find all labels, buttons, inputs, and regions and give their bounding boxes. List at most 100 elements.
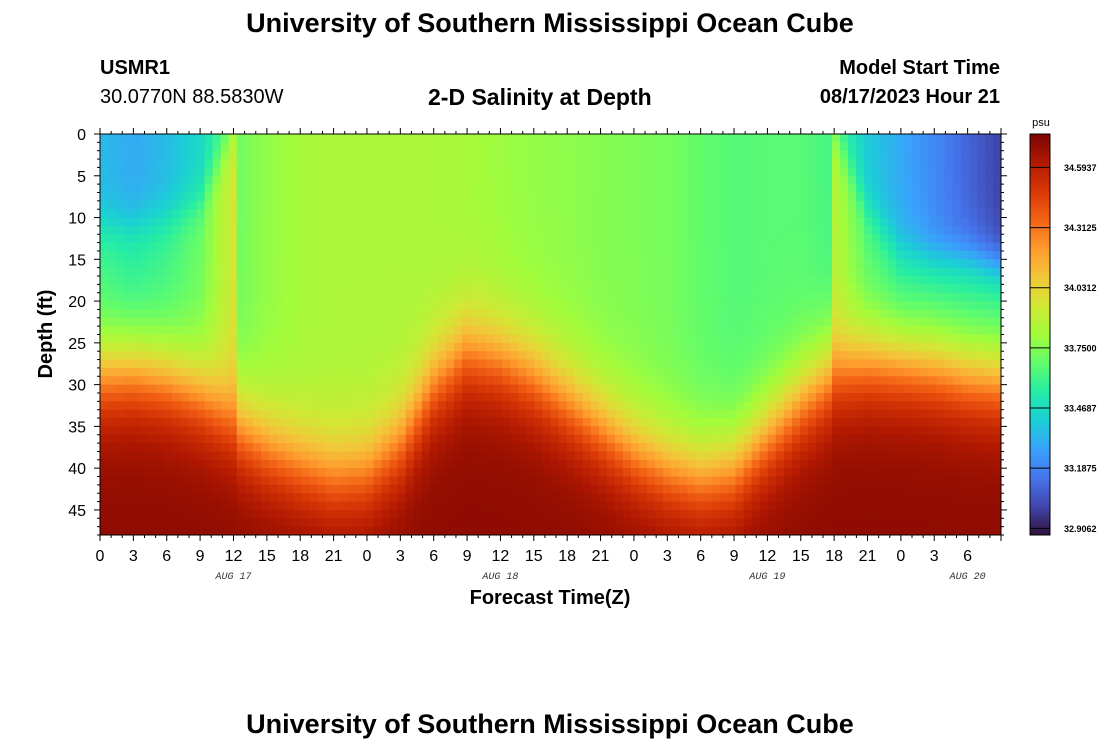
heatmap-cell (928, 284, 938, 294)
heatmap-cell (140, 200, 149, 210)
heatmap-cell (285, 225, 294, 235)
heatmap-cell (679, 426, 688, 436)
heatmap-cell (679, 392, 688, 402)
heatmap-cell (333, 217, 342, 227)
heatmap-cell (462, 401, 471, 411)
heatmap-cell (365, 351, 375, 361)
heatmap-cell (719, 250, 729, 260)
heatmap-cell (301, 367, 310, 377)
heatmap-cell (976, 134, 986, 143)
heatmap-cell (252, 459, 262, 469)
heatmap-cell (759, 292, 769, 302)
heatmap-cell (204, 200, 214, 210)
heatmap-cell (462, 326, 471, 336)
heatmap-cell (301, 317, 310, 327)
heatmap-cell (445, 493, 455, 503)
heatmap-cell (791, 159, 801, 169)
heatmap-cell (526, 326, 536, 336)
heatmap-cell (614, 159, 624, 169)
heatmap-cell (655, 175, 664, 185)
heatmap-cell (751, 434, 761, 444)
heatmap-cell (952, 150, 962, 160)
heatmap-cell (301, 451, 310, 461)
heatmap-cell (622, 434, 632, 444)
heatmap-cell (984, 392, 994, 402)
heatmap-cell (807, 184, 817, 194)
heatmap-cell (100, 459, 109, 469)
heatmap-cell (856, 134, 865, 143)
heatmap-cell (928, 276, 938, 285)
heatmap-cell (638, 418, 648, 427)
heatmap-cell (679, 334, 688, 344)
heatmap-cell (630, 267, 640, 277)
heatmap-cell (614, 392, 624, 402)
heatmap-cell (462, 434, 471, 444)
heatmap-cell (268, 284, 278, 294)
heatmap-cell (486, 334, 495, 344)
heatmap-cell (687, 167, 696, 177)
heatmap-cell (164, 426, 173, 436)
heatmap-cell (204, 301, 214, 311)
heatmap-cell (888, 150, 898, 160)
heatmap-cell (558, 443, 568, 453)
heatmap-cell (976, 259, 986, 269)
heatmap-cell (824, 175, 833, 185)
heatmap-cell (606, 192, 616, 202)
heatmap-cell (309, 259, 318, 269)
heatmap-cell (196, 342, 206, 352)
heatmap-cell (148, 392, 157, 402)
heatmap-cell (856, 309, 865, 319)
heatmap-cell (614, 175, 624, 185)
heatmap-cell (598, 267, 608, 277)
heatmap-cell (614, 150, 624, 160)
heatmap-cell (285, 292, 294, 302)
heatmap-cell (212, 376, 222, 386)
heatmap-cell (807, 309, 817, 319)
heatmap-cell (727, 426, 737, 436)
heatmap-cell (743, 217, 753, 227)
heatmap-cell (960, 267, 970, 277)
heatmap-cell (598, 292, 608, 302)
heatmap-cell (856, 443, 865, 453)
heatmap-cell (172, 476, 182, 486)
heatmap-cell (236, 367, 246, 377)
heatmap-cell (614, 242, 624, 252)
heatmap-cell (904, 184, 914, 194)
heatmap-cell (244, 234, 254, 244)
heatmap-cell (630, 242, 640, 252)
heatmap-cell (148, 309, 157, 319)
heatmap-cell (486, 384, 495, 394)
heatmap-cell (687, 259, 696, 269)
heatmap-cell (124, 317, 133, 327)
heatmap-cell (373, 342, 383, 352)
heatmap-cell (815, 259, 825, 269)
heatmap-cell (775, 367, 785, 377)
heatmap-cell (381, 159, 391, 169)
heatmap-cell (992, 342, 1001, 352)
heatmap-cell (188, 334, 198, 344)
heatmap-cell (228, 175, 238, 185)
heatmap-cell (526, 309, 536, 319)
heatmap-cell (904, 250, 914, 260)
heatmap-cell (759, 376, 769, 386)
heatmap-cell (558, 392, 568, 402)
heatmap-cell (936, 351, 946, 361)
heatmap-cell (228, 309, 238, 319)
heatmap-cell (526, 259, 536, 269)
heatmap-cell (220, 426, 230, 436)
heatmap-cell (719, 326, 729, 336)
heatmap-cell (832, 259, 841, 269)
heatmap-cell (132, 484, 141, 494)
heatmap-cell (301, 250, 310, 260)
heatmap-cell (268, 309, 278, 319)
heatmap-cell (719, 192, 729, 202)
heatmap-cell (510, 150, 519, 160)
heatmap-cell (807, 426, 817, 436)
heatmap-cell (172, 493, 182, 503)
heatmap-cell (807, 351, 817, 361)
heatmap-cell (856, 476, 865, 486)
heatmap-cell (566, 167, 576, 177)
heatmap-cell (124, 200, 133, 210)
heatmap-cell (421, 200, 431, 210)
heatmap-cell (638, 184, 648, 194)
